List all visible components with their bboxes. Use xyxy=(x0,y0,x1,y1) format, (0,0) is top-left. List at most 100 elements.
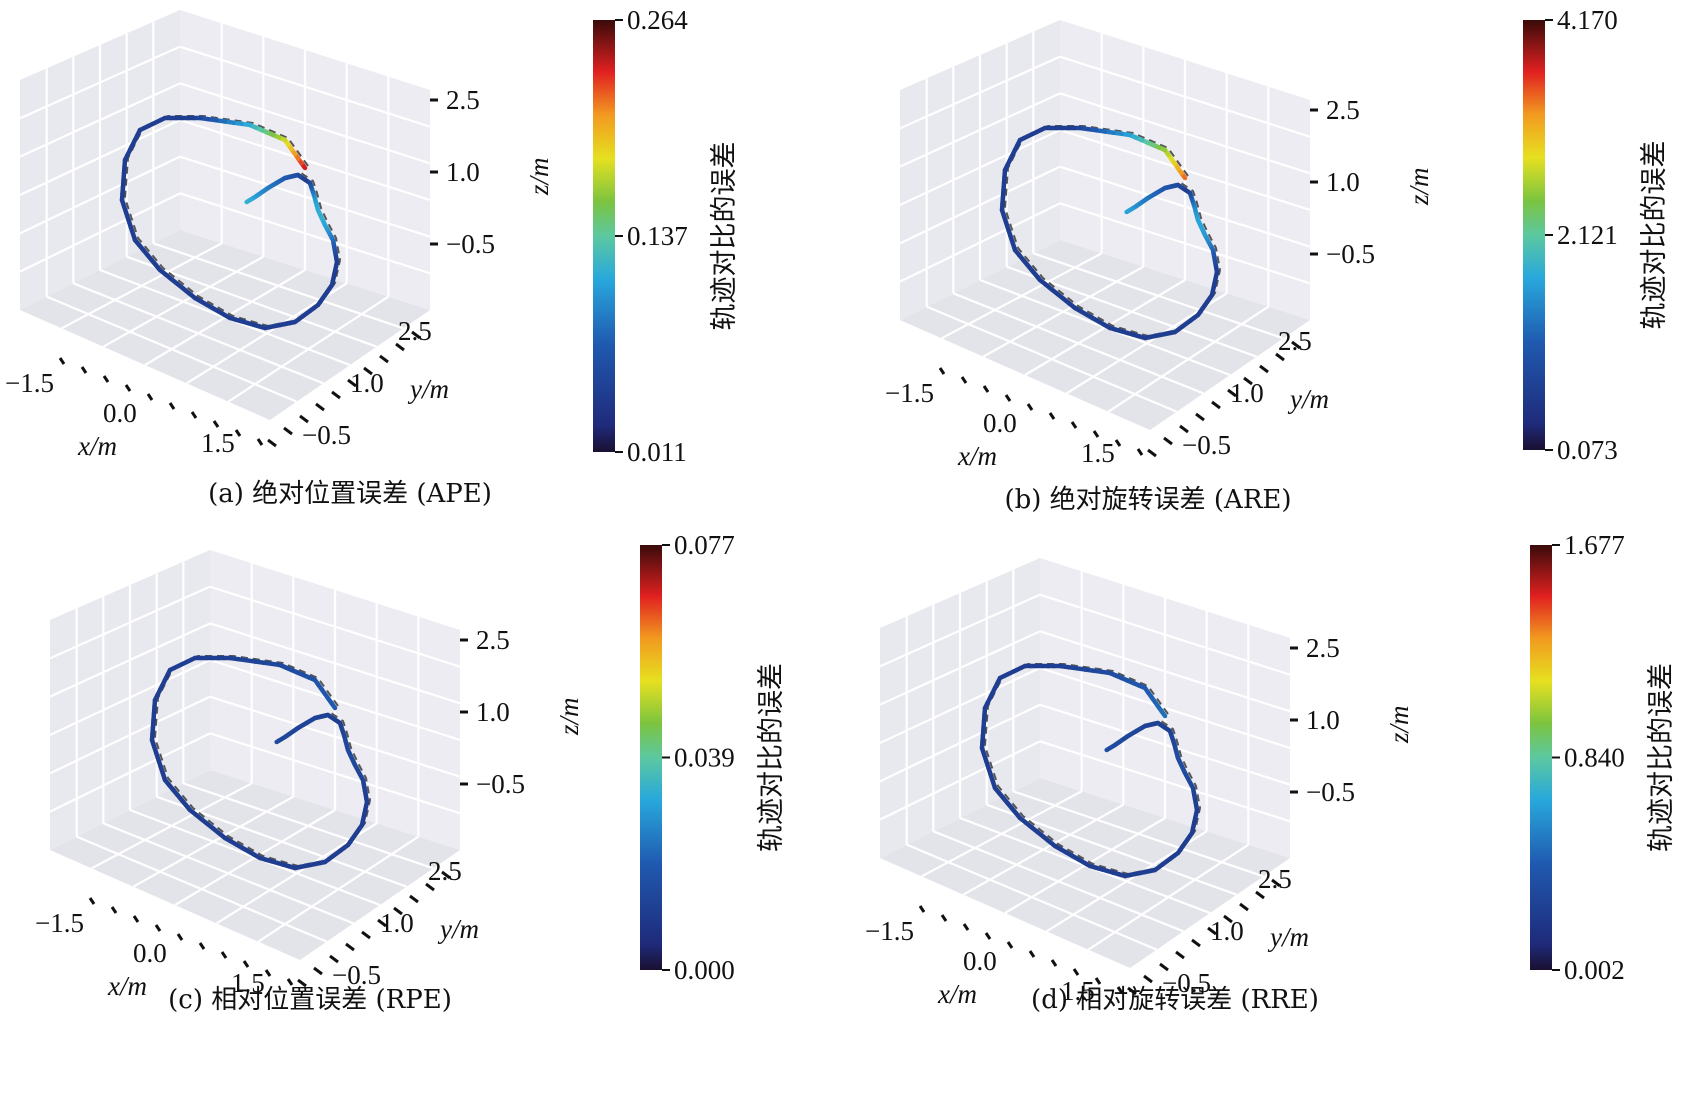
colorbar-label: 轨迹对比的误差 xyxy=(1639,141,1670,330)
y-tick-mark xyxy=(345,942,355,952)
panel-caption: (a) 绝对位置误差 (APE) xyxy=(208,479,492,509)
panel-caption: (b) 绝对旋转误差 (ARE) xyxy=(1004,485,1291,515)
x-tick-label: 1.5 xyxy=(1061,976,1095,1006)
x-tick-mark xyxy=(256,438,264,446)
y-tick-label: 1.0 xyxy=(1210,916,1244,946)
z-tick-label: −0.5 xyxy=(1306,777,1355,807)
y-tick-label: −0.5 xyxy=(1162,968,1211,998)
x-tick-mark xyxy=(286,978,294,986)
x-tick-mark xyxy=(176,933,184,941)
colorbar-tick-label: 1.677 xyxy=(1564,530,1625,560)
panel-c: 2.5 1.0 −0.5 z/m 2.5 1.0 −0.5 y/m −1.5 0.0 1.5 x/m 0… xyxy=(35,530,787,1015)
colorbar-tick-label: 0.039 xyxy=(674,743,735,773)
y-axis-label: y/m xyxy=(407,374,449,404)
z-tick-label: 1.0 xyxy=(1306,705,1340,735)
colorbar-tick-label: 0.002 xyxy=(1564,955,1625,985)
y-tick-mark xyxy=(409,894,419,904)
colorbar xyxy=(640,545,662,970)
x-tick-mark xyxy=(1114,439,1122,447)
colorbar xyxy=(593,20,615,452)
y-tick-mark xyxy=(1191,938,1201,948)
x-tick-label: −1.5 xyxy=(865,916,914,946)
y-tick-label: 1.0 xyxy=(1230,378,1264,408)
colorbar-label: 轨迹对比的误差 xyxy=(756,663,787,852)
x-axis-label: x/m xyxy=(937,979,977,1009)
x-axis-label: x/m xyxy=(77,431,117,461)
colorbar-tick-label: 0.137 xyxy=(627,221,688,251)
y-tick-mark xyxy=(377,918,387,928)
y-tick-mark xyxy=(1223,914,1233,924)
y-tick-label: −0.5 xyxy=(1182,430,1231,460)
y-tick-mark xyxy=(379,354,389,364)
x-tick-mark xyxy=(918,905,926,913)
y-tick-mark xyxy=(1175,950,1185,960)
y-tick-label: 1.0 xyxy=(380,908,414,938)
x-axis-label: x/m xyxy=(107,971,147,1001)
z-tick-label: 1.0 xyxy=(446,157,480,187)
y-tick-mark xyxy=(1259,364,1269,374)
z-tick-label: 1.0 xyxy=(476,697,510,727)
y-tick-mark xyxy=(315,402,325,412)
y-tick-mark xyxy=(299,414,309,424)
y-tick-mark xyxy=(395,342,405,352)
colorbar-label: 轨迹对比的误差 xyxy=(1646,663,1677,852)
y-tick-mark xyxy=(331,390,341,400)
x-tick-mark xyxy=(1070,421,1078,429)
x-tick-mark xyxy=(984,932,992,940)
y-tick-label: 2.5 xyxy=(398,316,432,346)
x-tick-mark xyxy=(960,376,968,384)
z-tick-label: 2.5 xyxy=(446,85,480,115)
y-axis-label: y/m xyxy=(1267,922,1309,952)
y-tick-mark xyxy=(363,366,373,376)
y-tick-mark xyxy=(1159,962,1169,972)
x-tick-mark xyxy=(220,951,228,959)
y-tick-mark xyxy=(1291,340,1301,350)
estimated-trajectory xyxy=(979,663,1200,879)
trajectory-segment xyxy=(1124,208,1131,215)
y-tick-mark xyxy=(1195,412,1205,422)
y-tick-mark xyxy=(1207,926,1217,936)
y-tick-mark xyxy=(361,930,371,940)
y-tick-mark xyxy=(1163,436,1173,446)
estimated-trajectory xyxy=(119,115,340,331)
x-tick-label: 1.5 xyxy=(231,968,265,998)
x-tick-label: 0.0 xyxy=(103,398,137,428)
gridlines xyxy=(899,31,1311,413)
y-tick-mark xyxy=(1211,400,1221,410)
y-tick-mark xyxy=(1243,376,1253,386)
x-tick-mark xyxy=(124,384,132,392)
y-tick-mark xyxy=(313,966,323,976)
y-tick-mark xyxy=(1275,352,1285,362)
y-tick-label: 2.5 xyxy=(428,856,462,886)
colorbar-tick-label: 0.264 xyxy=(627,5,688,35)
y-tick-mark xyxy=(329,954,339,964)
x-tick-mark xyxy=(154,924,162,932)
x-tick-mark xyxy=(264,969,272,977)
x-tick-mark xyxy=(102,375,110,383)
x-tick-mark xyxy=(940,914,948,922)
x-tick-mark xyxy=(1094,977,1102,985)
reference-trajectory xyxy=(123,115,342,328)
estimated-trajectory xyxy=(999,125,1220,341)
x-axis-label: x/m xyxy=(957,441,997,471)
gridlines xyxy=(879,569,1291,951)
panel-caption: (d) 相对旋转误差 (RRE) xyxy=(1031,985,1319,1015)
y-axis-label: y/m xyxy=(437,914,479,944)
x-tick-mark xyxy=(982,385,990,393)
y-tick-mark xyxy=(393,906,403,916)
z-axis-label: z/m xyxy=(1384,705,1414,744)
y-tick-mark xyxy=(297,978,307,988)
y-tick-mark xyxy=(1127,986,1137,996)
gridlines xyxy=(19,21,431,403)
colorbar xyxy=(1530,545,1552,970)
z-axis-label: z/m xyxy=(1404,167,1434,206)
x-tick-mark xyxy=(168,402,176,410)
y-tick-mark xyxy=(411,330,421,340)
z-tick-label: 2.5 xyxy=(476,625,510,655)
colorbar xyxy=(1523,20,1545,450)
x-tick-mark xyxy=(88,897,96,905)
reference-trajectory xyxy=(1003,125,1222,338)
colorbar-tick-label: 4.170 xyxy=(1557,5,1618,35)
x-tick-label: −1.5 xyxy=(5,368,54,398)
y-tick-mark xyxy=(1271,878,1281,888)
